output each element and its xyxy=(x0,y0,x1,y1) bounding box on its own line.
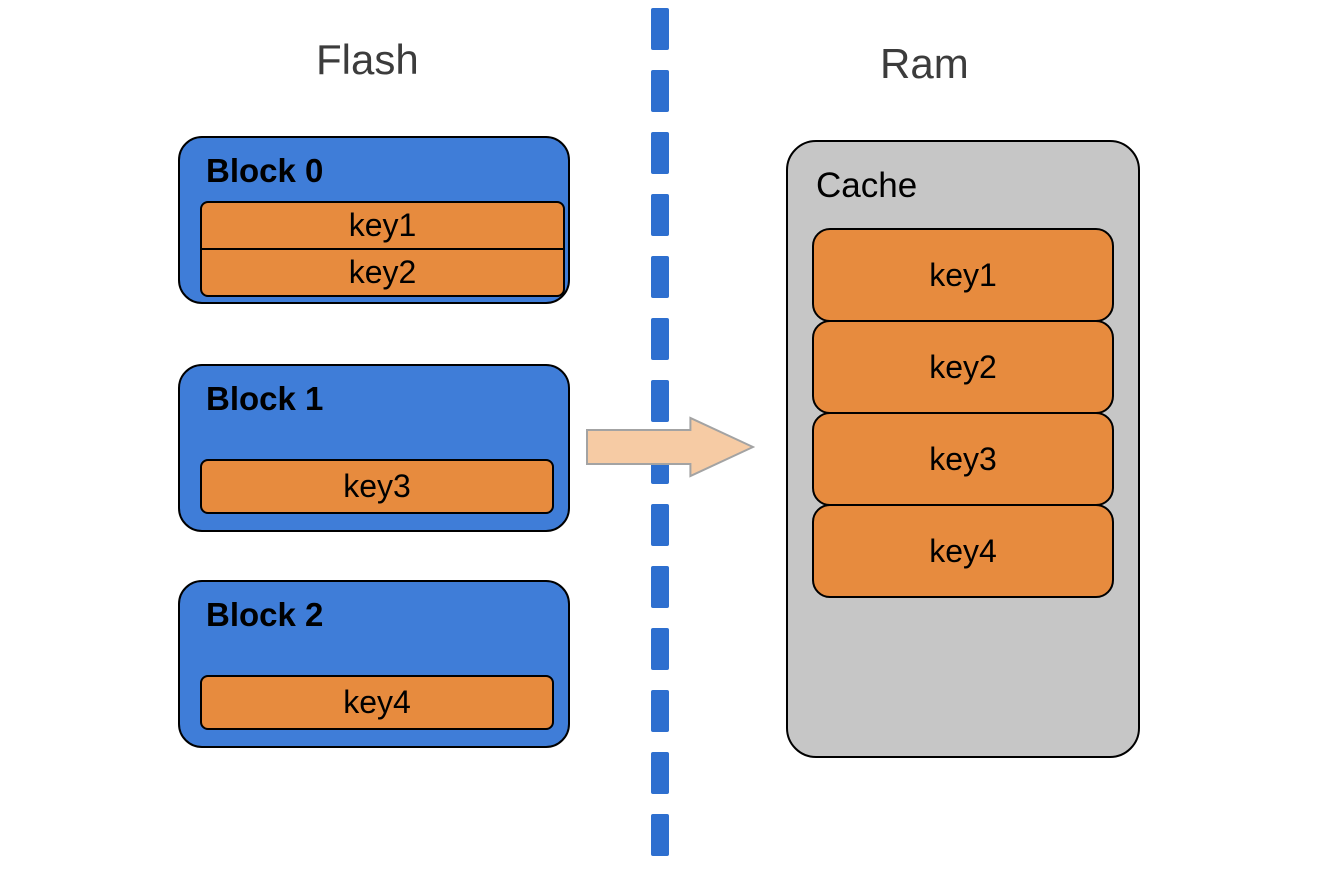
flash-block: Block 0key1key2 xyxy=(178,136,570,304)
block-keys: key1key2 xyxy=(200,201,565,297)
cache-key: key3 xyxy=(812,412,1114,506)
diagram-canvas: Flash Ram Block 0key1key2Block 1key3Bloc… xyxy=(0,0,1338,870)
block-keys: key3 xyxy=(200,459,554,514)
flash-block: Block 1 key3 xyxy=(178,364,570,532)
cache-key: key2 xyxy=(812,320,1114,414)
block-title: Block 1 xyxy=(180,366,568,428)
cache-key: key1 xyxy=(812,228,1114,322)
arrow-icon xyxy=(585,416,755,478)
flash-key: key1 xyxy=(200,201,565,250)
block-keys: key4 xyxy=(200,675,554,730)
flash-key: key3 xyxy=(200,459,554,514)
flash-key: key4 xyxy=(200,675,554,730)
ram-section-title: Ram xyxy=(880,40,969,88)
block-title: Block 0 xyxy=(180,138,568,200)
cache-title: Cache xyxy=(788,142,1138,228)
cache-key: key4 xyxy=(812,504,1114,598)
cache-keys-container: key1key2key3key4 xyxy=(788,228,1138,598)
block-title: Block 2 xyxy=(180,582,568,644)
flash-key: key2 xyxy=(200,248,565,297)
cache-box: Cache key1key2key3key4 xyxy=(786,140,1140,758)
flash-block: Block 2 key4 xyxy=(178,580,570,748)
flash-section-title: Flash xyxy=(316,36,419,84)
